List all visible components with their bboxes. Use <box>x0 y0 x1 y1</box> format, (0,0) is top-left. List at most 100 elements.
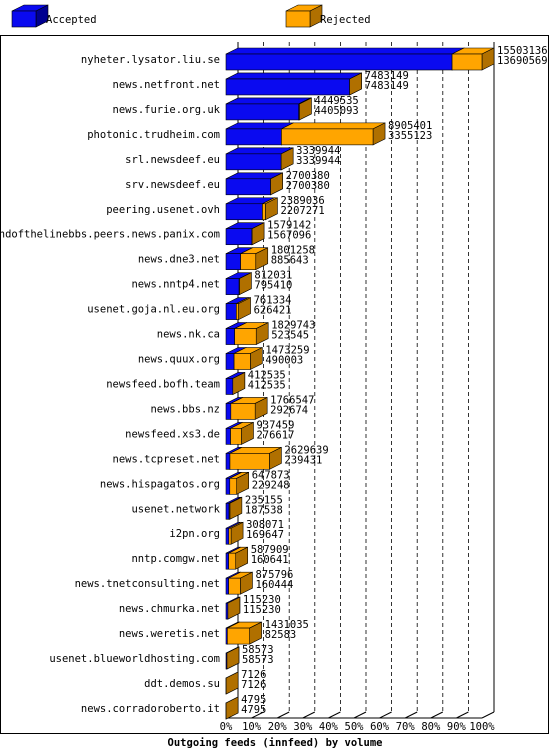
bar-front <box>227 627 250 645</box>
value-label: 4795 <box>241 694 266 706</box>
legend-swatch <box>11 4 49 28</box>
bar-front <box>234 328 257 345</box>
y-tick-label: news.furie.org.uk <box>113 104 221 116</box>
bar <box>236 297 251 321</box>
value-label: 8905401 <box>388 120 432 132</box>
frame <box>0 35 549 734</box>
y-tick-label: newsfeed.bofh.team <box>106 378 220 390</box>
bar <box>225 696 239 720</box>
value-label: 235155 <box>245 494 283 506</box>
value-label: 308071 <box>246 519 284 531</box>
bar-side <box>225 696 239 720</box>
bar <box>234 322 269 346</box>
bar-front <box>225 502 230 520</box>
value-label: 490003 <box>265 355 303 367</box>
value-label: 1567096 <box>267 230 311 242</box>
value-label: 885643 <box>271 255 309 267</box>
value-label: 7483149 <box>365 80 409 92</box>
bar <box>225 72 362 96</box>
bar-front <box>225 78 350 96</box>
legend-label: Rejected <box>320 14 371 26</box>
value-label: 2389036 <box>280 195 324 207</box>
x-axis-title: Outgoing feeds (innfeed) by volume <box>168 737 383 749</box>
bar-front <box>230 403 256 420</box>
value-label: 523545 <box>271 330 309 342</box>
value-label: 160444 <box>255 579 293 591</box>
bar-front <box>225 303 237 320</box>
bar <box>281 122 386 146</box>
x-tick <box>353 711 367 719</box>
value-label: 292674 <box>270 404 308 416</box>
bar <box>228 546 249 570</box>
bar <box>230 396 268 420</box>
bar <box>227 621 262 645</box>
x-tick-label: 60% <box>370 721 390 733</box>
value-label: 4449535 <box>314 95 358 107</box>
legend-swatch <box>285 4 323 28</box>
x-tick <box>481 711 495 719</box>
bar-front <box>11 10 37 28</box>
bar-front <box>225 128 282 146</box>
value-label: 875796 <box>255 569 293 581</box>
bar-front <box>451 53 483 71</box>
bar-front <box>225 103 300 121</box>
bar <box>226 646 240 670</box>
bar-top <box>225 47 465 55</box>
value-label: 412535 <box>248 379 286 391</box>
y-tick-label: news.quux.org <box>138 354 220 366</box>
value-label: 7126 <box>241 679 266 691</box>
value-label: 229248 <box>252 479 290 491</box>
y-tick-label: usenet.network <box>131 503 220 515</box>
bar-front <box>225 328 235 345</box>
bar-front <box>229 478 237 495</box>
x-tick <box>302 711 316 719</box>
x-tick-label: 0% <box>220 721 233 733</box>
bar <box>238 272 252 296</box>
bar-front <box>228 577 241 595</box>
x-tick-label: 30% <box>293 721 313 733</box>
bar-front <box>228 552 237 570</box>
x-tick-label: 90% <box>447 721 467 733</box>
bar <box>225 97 312 121</box>
bar-front <box>225 577 229 595</box>
bar-top <box>225 97 311 105</box>
bar-side <box>270 172 283 196</box>
value-label: 58573 <box>242 654 274 666</box>
value-label: 626421 <box>254 305 292 317</box>
bar <box>229 446 282 470</box>
y-tick-label: usenet.blueworldhosting.com <box>49 653 220 665</box>
x-tick <box>456 711 469 719</box>
value-label: 82583 <box>265 629 297 641</box>
y-tick-label: news.nntp4.net <box>131 279 220 291</box>
x-tick <box>430 711 444 719</box>
x-tick-label: 100% <box>469 721 495 733</box>
value-label: 7483149 <box>365 70 409 82</box>
value-label: 115230 <box>243 604 281 616</box>
bar-front <box>225 552 229 570</box>
bar-front <box>225 453 231 470</box>
bar-front <box>225 378 234 395</box>
bar <box>298 97 312 121</box>
value-label: 187538 <box>245 504 283 516</box>
bar <box>227 596 241 620</box>
value-label: 1431035 <box>265 619 309 631</box>
y-tick-label: news.netfront.net <box>113 79 220 91</box>
bar <box>228 496 243 520</box>
bar-front <box>298 103 300 121</box>
bar <box>280 147 294 171</box>
value-label: 2700380 <box>286 180 330 192</box>
value-label: 812031 <box>254 270 292 282</box>
y-tick-label: news.dne3.net <box>138 254 220 266</box>
value-label: 1473259 <box>265 345 309 357</box>
bar-front <box>225 253 241 270</box>
value-label: 2207271 <box>280 205 324 217</box>
bar <box>262 197 278 221</box>
value-label: 4795 <box>241 704 266 716</box>
legend-label: Accepted <box>46 14 97 26</box>
bar <box>251 222 265 246</box>
bar-front <box>230 428 242 445</box>
y-tick-label: ddt.demos.su <box>144 678 220 690</box>
bar-front <box>262 203 266 221</box>
value-label: 587909 <box>251 544 289 556</box>
bar-front <box>225 203 263 221</box>
